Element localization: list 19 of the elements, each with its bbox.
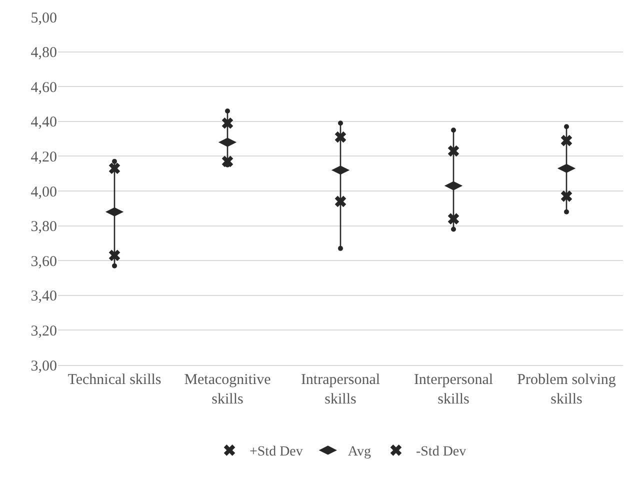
y-tick-label: 4,80 — [30, 45, 57, 62]
y-tick-label: 3,20 — [30, 323, 57, 340]
y-tick-label: 3,80 — [30, 219, 57, 236]
y-tick-label: 4,60 — [30, 80, 57, 96]
y-tick-label: 4,20 — [30, 149, 57, 166]
y-tick-label: 3,40 — [30, 288, 57, 305]
y-tick-label: 4,40 — [30, 114, 57, 131]
legend-label: +Std Dev — [250, 444, 303, 460]
y-tick-label: 3,60 — [30, 254, 57, 270]
y-tick-label: 4,00 — [30, 184, 57, 200]
x-tick-label: Intrapersonal skills — [300, 372, 380, 408]
x-tick-label: Metacognitive skills — [184, 372, 272, 408]
x-tick-label: Technical skills — [68, 372, 162, 388]
x-tick-label: Interpersonal skills — [414, 372, 494, 408]
legend-label: -Std Dev — [416, 444, 466, 460]
legend-label: Avg — [348, 444, 371, 460]
y-tick-label: 3,00 — [30, 358, 57, 374]
y-tick-label: 5,00 — [30, 10, 57, 26]
x-tick-label: Problem solving skills — [517, 372, 616, 408]
